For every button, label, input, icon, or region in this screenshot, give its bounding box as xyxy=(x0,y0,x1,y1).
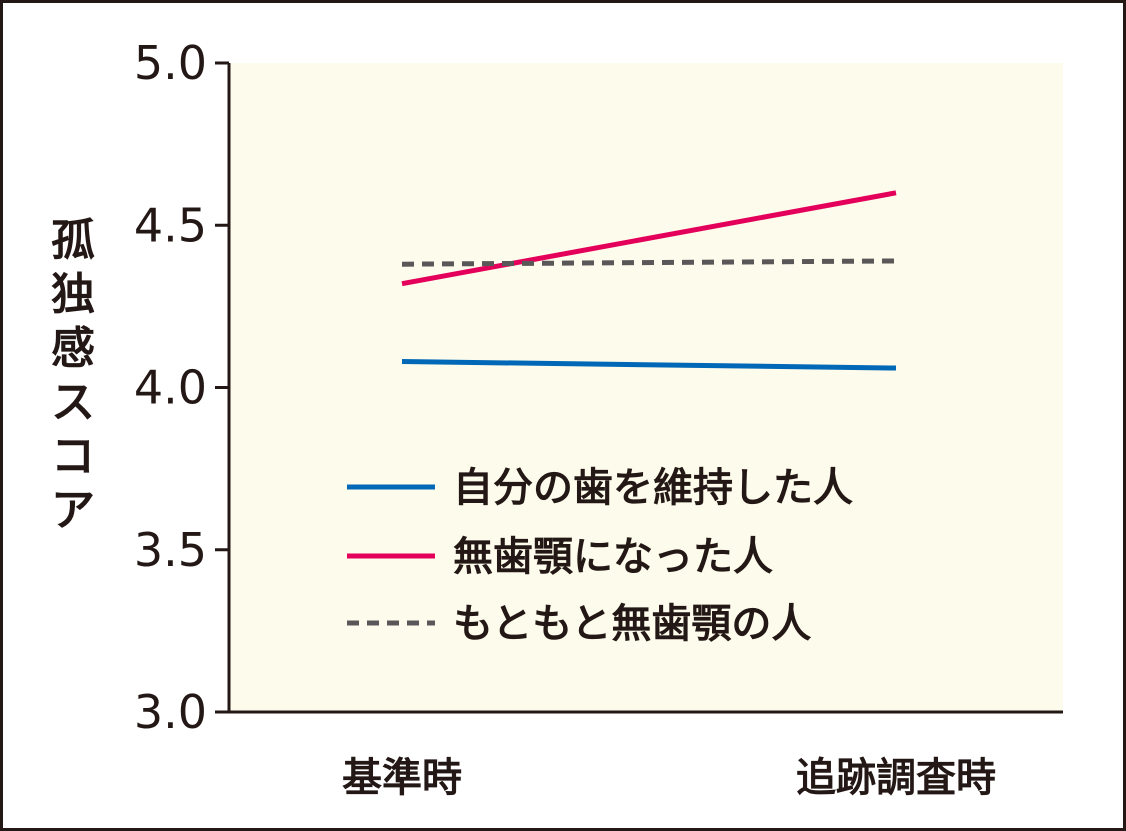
legend-label: 無歯顎になった人 xyxy=(453,534,773,580)
series-line-2 xyxy=(401,190,897,287)
y-tick-label: 4.5 xyxy=(134,198,207,252)
y-axis-label-char: 独 xyxy=(51,269,95,320)
y-axis-label-char: ス xyxy=(51,377,95,428)
legend-label: 自分の歯を維持した人 xyxy=(453,465,853,511)
x-category-label: 基準時 xyxy=(342,755,462,801)
y-axis-label-char: コ xyxy=(51,431,95,482)
y-axis-label-char: 感 xyxy=(51,323,95,374)
y-axis-label-char: 孤 xyxy=(51,215,95,266)
y-axis-ticks: 3.0 3.5 4.0 4.5 5.0 xyxy=(134,36,229,739)
series-line-3 xyxy=(401,258,897,267)
y-tick-label: 4.0 xyxy=(134,361,207,415)
y-tick-label: 3.5 xyxy=(134,523,207,577)
series-line-1 xyxy=(401,359,897,371)
series-lines xyxy=(401,190,897,371)
x-category-label: 追跡調査時 xyxy=(796,755,996,801)
plot-area xyxy=(229,63,1063,712)
x-axis-categories: 基準時 追跡調査時 xyxy=(342,755,996,801)
y-tick-label: 3.0 xyxy=(134,685,207,739)
y-axis-label-char: ア xyxy=(51,485,95,536)
legend-label: もともと無歯顎の人 xyxy=(453,601,811,647)
y-tick-label: 5.0 xyxy=(134,36,207,90)
